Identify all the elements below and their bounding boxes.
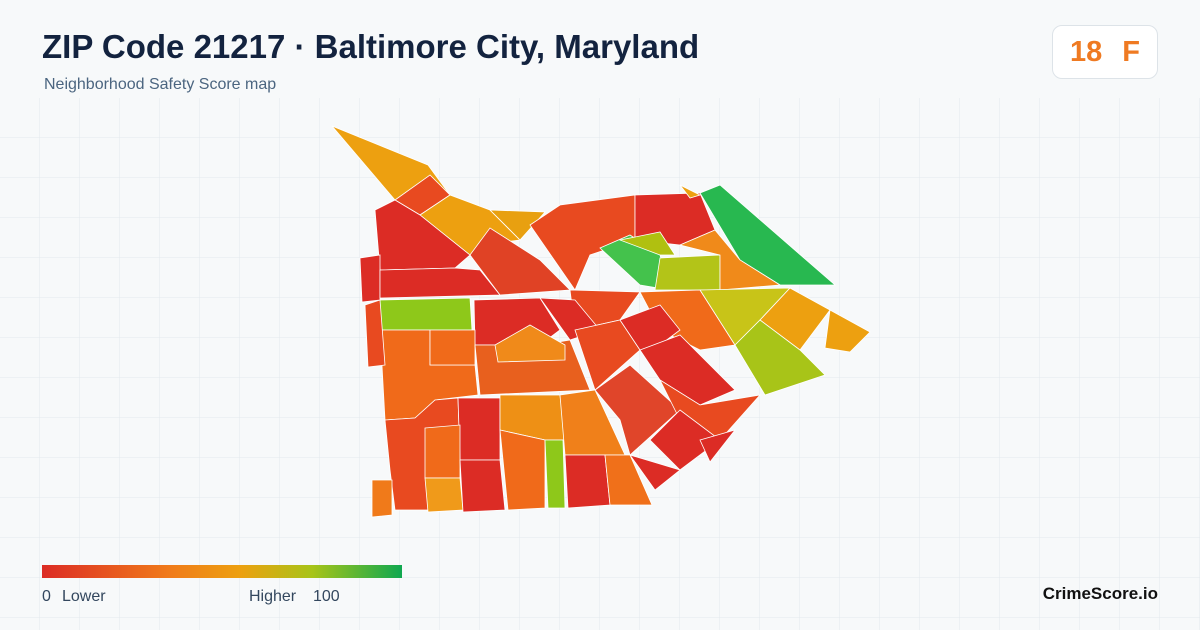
title: ZIP Code 21217 · Baltimore City, Marylan… <box>42 28 700 65</box>
score-badge: 18 F <box>1052 25 1158 79</box>
legend-min: 0 <box>42 588 51 605</box>
legend-gradient <box>42 565 402 578</box>
legend-max-label: Higher <box>249 588 297 605</box>
score: 18 <box>1070 35 1103 68</box>
legend-min-label: Lower <box>62 588 106 605</box>
zip-areas <box>331 125 871 518</box>
grade: F <box>1122 35 1140 68</box>
brand: CrimeScore.io <box>1042 584 1158 603</box>
subtitle: Neighborhood Safety Score map <box>44 76 277 93</box>
legend-max: 100 <box>313 588 340 605</box>
